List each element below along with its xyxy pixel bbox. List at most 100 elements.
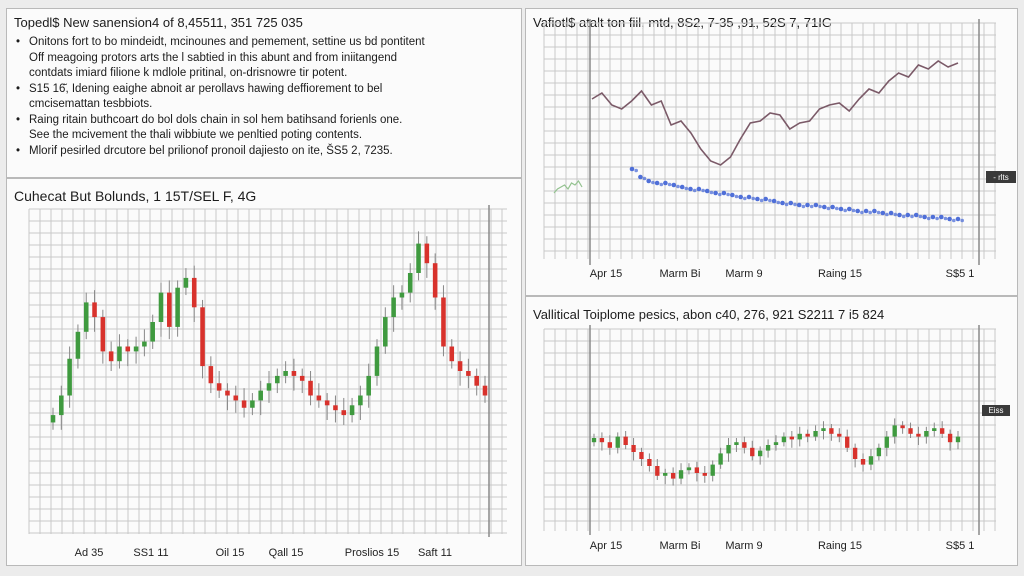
candle-body (225, 390, 230, 396)
candle-body (678, 470, 684, 479)
candle-body (432, 263, 438, 298)
price-marker-label: Eiss (988, 406, 1003, 415)
line-chart: - rlts Apr 15 Marm Bi Marm 9 Raing 15 S$5 1 (543, 19, 1016, 280)
candle (750, 440, 755, 461)
candle (117, 334, 122, 369)
candle (955, 431, 961, 450)
volume-dot (880, 210, 886, 216)
candle-body (200, 307, 205, 367)
candle (694, 461, 700, 482)
candle (876, 443, 882, 461)
candle-body (607, 442, 613, 448)
candle-body (591, 438, 597, 443)
candle-body (416, 243, 421, 273)
candle-body (932, 428, 937, 431)
candle (258, 380, 263, 416)
candle-body (150, 322, 155, 342)
candle (341, 397, 347, 425)
candle-body (876, 447, 882, 457)
news-item: contdats imiard filione k mdlole pritina… (29, 67, 348, 79)
volume-dot (960, 218, 964, 223)
candle-body (308, 380, 313, 396)
candle (275, 368, 280, 394)
volume-panel: Vallitical Toiplome pesics, abon c40, 27… (525, 296, 1018, 566)
volume-dot (868, 210, 872, 215)
x-tick-label: Apr 15 (590, 540, 622, 552)
candle-body (374, 346, 380, 376)
volume-dot (751, 196, 755, 201)
candle-body (266, 383, 272, 391)
volume-dot (910, 214, 914, 219)
candle-body (860, 459, 866, 465)
volume-dot (784, 202, 789, 207)
candle-body (663, 473, 668, 476)
candle-body (670, 473, 676, 479)
volume-dot (838, 206, 844, 212)
volume-dot (918, 214, 923, 219)
volume-dot (696, 186, 702, 192)
candle (133, 336, 139, 364)
candle (216, 371, 222, 398)
candle-body (702, 473, 707, 476)
candle-body (383, 317, 388, 347)
volume-dot (651, 180, 655, 185)
candle (100, 309, 106, 364)
volume-dot (629, 166, 635, 172)
candle (457, 351, 463, 386)
candle (183, 268, 189, 296)
candle-body (884, 436, 889, 448)
volume-dot (771, 198, 777, 204)
volume-dot (659, 182, 664, 187)
price-marker-label: - rlts (993, 173, 1009, 182)
candle (424, 236, 430, 278)
candle-body (191, 277, 197, 308)
volume-dot (776, 200, 781, 205)
candle (158, 282, 164, 337)
volume-dot (663, 180, 668, 186)
candle-body (955, 436, 961, 443)
candle (291, 358, 297, 391)
news-item: Onitons fort to bo mindeidt, mcinounes a… (15, 35, 511, 51)
x-tick-label: Qall 15 (269, 547, 304, 559)
candle (852, 443, 858, 468)
candle (391, 285, 396, 332)
volume-dot (763, 196, 768, 202)
candle (167, 280, 172, 340)
candle (900, 421, 905, 434)
candle (591, 433, 597, 447)
x-tick-label: Ad 35 (75, 547, 104, 559)
volume-dot (796, 202, 802, 208)
candle-body (655, 466, 660, 476)
volume-dot (893, 212, 898, 217)
candle (241, 388, 247, 418)
candle (482, 375, 488, 403)
volume-dot (863, 208, 869, 214)
candle-body (424, 243, 430, 264)
volume-dot (805, 202, 810, 208)
candle-body (208, 366, 214, 384)
x-tick-label: Proslios 15 (345, 547, 399, 559)
news-item: Mlorif pesirled drcutore bel prilionof p… (15, 144, 511, 160)
candle-body (233, 395, 239, 401)
candle-body (694, 467, 700, 473)
volume-dot (943, 216, 948, 221)
candle (607, 435, 613, 455)
candle (449, 339, 455, 369)
candle (416, 231, 421, 281)
candle-body (947, 433, 953, 443)
candle-body (67, 358, 72, 396)
candle-body (407, 273, 413, 293)
candle-body (333, 405, 338, 411)
volume-dot (788, 200, 794, 206)
candle-body (366, 375, 371, 396)
candle (466, 358, 471, 389)
candle-body (710, 464, 715, 476)
candle (821, 421, 826, 440)
candle (702, 466, 707, 483)
x-tick-label: Marm Bi (660, 540, 701, 552)
candle-body (892, 425, 897, 437)
candle-body (474, 375, 479, 386)
candle-body (275, 375, 280, 384)
candle-body (399, 292, 405, 298)
candle (266, 371, 272, 403)
